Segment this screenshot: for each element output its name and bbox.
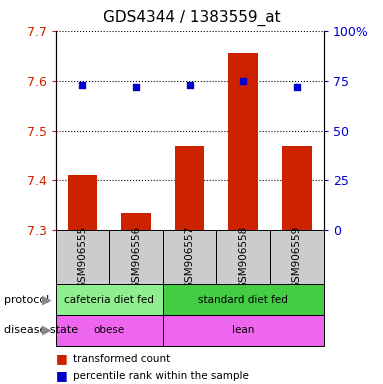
- Text: ▶: ▶: [42, 293, 52, 306]
- Bar: [228, 53, 258, 230]
- Text: lean: lean: [232, 325, 254, 335]
- Bar: [109, 230, 163, 284]
- Text: ▶: ▶: [42, 324, 52, 337]
- Text: transformed count: transformed count: [73, 354, 170, 364]
- Bar: [67, 175, 97, 230]
- Point: [294, 84, 300, 90]
- Text: ■: ■: [56, 353, 67, 366]
- Text: cafeteria diet fed: cafeteria diet fed: [64, 295, 154, 305]
- Point: [240, 78, 246, 84]
- Text: GSM906558: GSM906558: [238, 226, 248, 289]
- Point: [133, 84, 139, 90]
- Text: ■: ■: [56, 369, 67, 382]
- Bar: [175, 146, 205, 230]
- Bar: [56, 230, 109, 284]
- Text: GDS4344 / 1383559_at: GDS4344 / 1383559_at: [103, 10, 280, 26]
- Text: GSM906559: GSM906559: [292, 226, 302, 289]
- Text: protocol: protocol: [4, 295, 49, 305]
- Bar: [216, 230, 270, 284]
- Text: GSM906555: GSM906555: [77, 226, 87, 289]
- Bar: [121, 213, 151, 230]
- Point: [79, 81, 85, 88]
- Text: disease state: disease state: [4, 325, 78, 335]
- Bar: [270, 230, 324, 284]
- Bar: [282, 146, 312, 230]
- Text: percentile rank within the sample: percentile rank within the sample: [73, 371, 249, 381]
- Point: [187, 81, 193, 88]
- Bar: [163, 315, 324, 346]
- Bar: [56, 315, 163, 346]
- Text: GSM906557: GSM906557: [185, 226, 195, 289]
- Text: obese: obese: [93, 325, 125, 335]
- Text: standard diet fed: standard diet fed: [198, 295, 288, 305]
- Text: GSM906556: GSM906556: [131, 226, 141, 289]
- Bar: [163, 284, 324, 315]
- Bar: [56, 284, 163, 315]
- Bar: [163, 230, 216, 284]
